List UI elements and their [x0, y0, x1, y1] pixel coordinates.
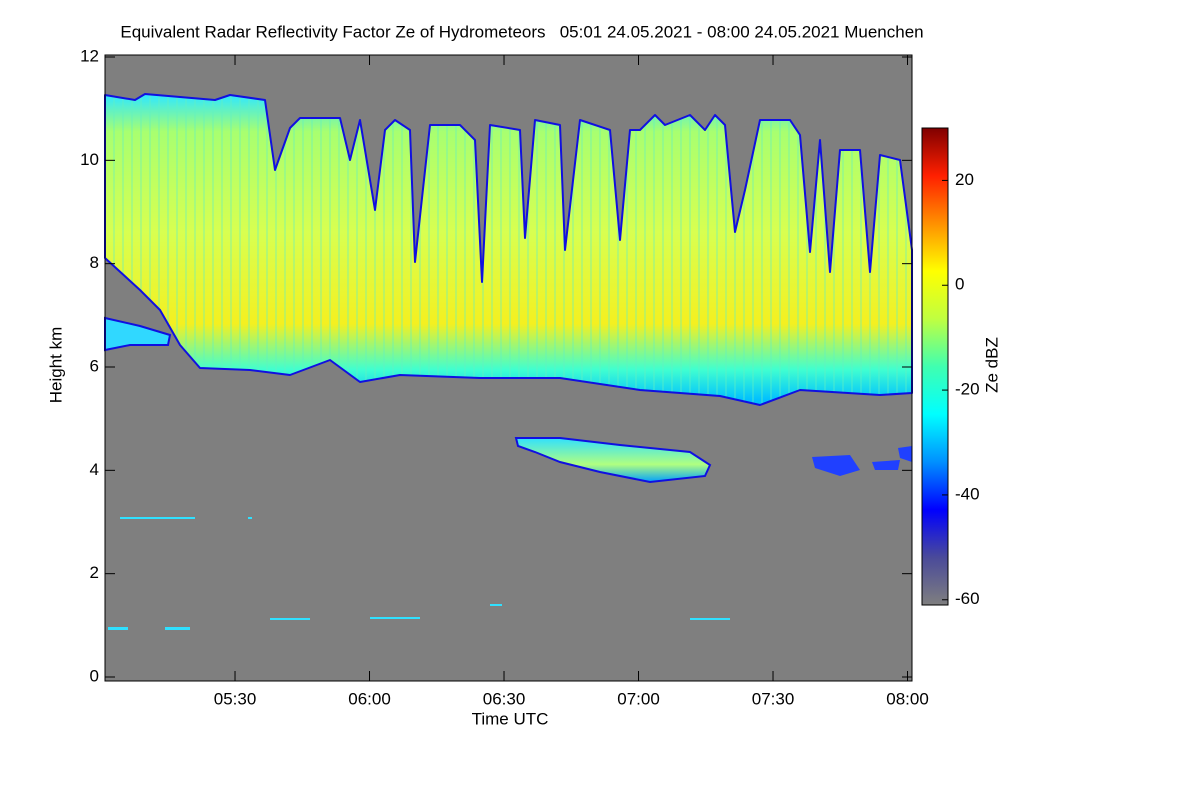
- echo-field: [104, 93, 913, 630]
- colorbar-tick-label: -40: [955, 484, 980, 503]
- x-tick-label: 08:00: [886, 689, 929, 708]
- x-tick-label: 05:30: [214, 689, 257, 708]
- y-tick-label: 8: [90, 253, 99, 272]
- clutter: [108, 517, 730, 630]
- colorbar-tick-label: 20: [955, 170, 974, 189]
- colorbar-tick-label: 0: [955, 275, 964, 294]
- colorbar-tick-label: -60: [955, 589, 980, 608]
- mid-level-cloud: [514, 437, 712, 484]
- colorbar-label: Ze dBZ: [982, 337, 1001, 393]
- colorbar: [921, 127, 949, 606]
- colorbar-tick-label: -20: [955, 380, 980, 399]
- y-tick-label: 12: [80, 46, 99, 65]
- x-tick-label: 07:00: [617, 689, 660, 708]
- chart-title: Equivalent Radar Reflectivity Factor Ze …: [120, 22, 923, 41]
- y-tick-label: 4: [90, 460, 99, 479]
- x-tick-label: 06:00: [348, 689, 391, 708]
- y-tick-label: 2: [90, 563, 99, 582]
- y-axis-label: Height km: [46, 327, 65, 404]
- mid-level-cloud-fragment: [812, 446, 912, 476]
- y-tick-label: 0: [90, 666, 99, 685]
- y-tick-label: 6: [90, 356, 99, 375]
- x-tick-label: 07:30: [752, 689, 795, 708]
- x-axis-label: Time UTC: [472, 709, 549, 728]
- x-tick-label: 06:30: [483, 689, 526, 708]
- plot-frame: [104, 54, 913, 682]
- ice-cloud: [104, 93, 913, 406]
- y-tick-label: 10: [80, 150, 99, 169]
